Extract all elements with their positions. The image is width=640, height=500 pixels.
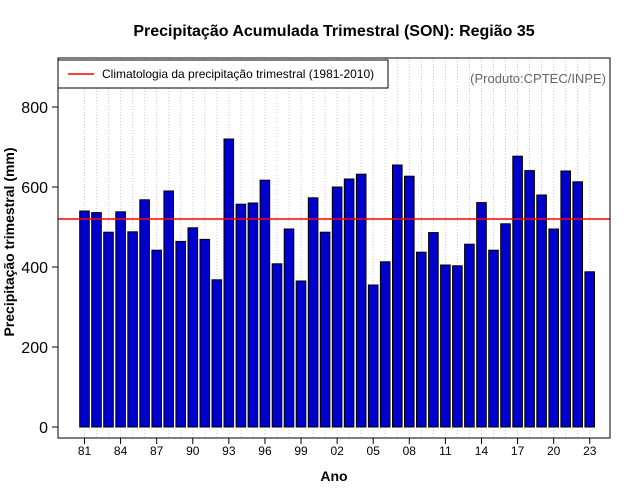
bar-2003 bbox=[343, 178, 355, 428]
bar-2010 bbox=[428, 232, 439, 428]
y-axis: 0 200 400 600 800 bbox=[21, 100, 58, 437]
bar-1989 bbox=[175, 240, 186, 428]
bar-2014 bbox=[476, 202, 487, 428]
y-tick-label: 600 bbox=[21, 180, 48, 197]
bar-1985 bbox=[127, 231, 138, 428]
bar-2017 bbox=[512, 155, 523, 428]
bar-2002 bbox=[331, 186, 343, 428]
x-tick-label: 96 bbox=[258, 444, 272, 458]
bar-1981 bbox=[79, 210, 90, 428]
bar-2011 bbox=[440, 264, 451, 428]
x-tick-label: 08 bbox=[403, 444, 417, 458]
y-tick-label: 400 bbox=[21, 260, 48, 277]
bar-2004 bbox=[355, 173, 367, 428]
x-axis-label: Ano bbox=[320, 468, 347, 484]
product-credit: (Produto:CPTEC/INPE) bbox=[470, 71, 606, 86]
bar-1994 bbox=[235, 203, 247, 428]
x-tick-label: 23 bbox=[583, 444, 597, 458]
legend: Climatologia da precipitação trimestral … bbox=[57, 59, 389, 89]
x-tick-label: 20 bbox=[547, 444, 561, 458]
y-tick-label: 800 bbox=[21, 100, 48, 117]
bar-2009 bbox=[416, 251, 427, 428]
x-tick-label: 17 bbox=[511, 444, 525, 458]
bar-1991 bbox=[199, 238, 211, 428]
bar-1988 bbox=[163, 190, 174, 428]
legend-label: Climatologia da precipitação trimestral … bbox=[102, 67, 374, 81]
bar-2007 bbox=[392, 164, 403, 428]
bar-1993 bbox=[223, 138, 235, 428]
x-tick-label: 90 bbox=[186, 444, 200, 458]
bar-1986 bbox=[139, 199, 150, 428]
bar-2012 bbox=[452, 265, 463, 428]
bar-1990 bbox=[187, 227, 199, 428]
x-tick-label: 84 bbox=[114, 444, 128, 458]
bar-2022 bbox=[572, 181, 584, 428]
chart-title: Precipitação Acumulada Trimestral (SON):… bbox=[133, 23, 534, 40]
bar-1995 bbox=[247, 202, 259, 428]
bar-2008 bbox=[404, 175, 415, 428]
bar-2020 bbox=[548, 228, 560, 428]
bar-1982 bbox=[91, 212, 102, 428]
bar-2019 bbox=[536, 194, 547, 428]
bars-group bbox=[79, 138, 596, 428]
x-tick-label: 87 bbox=[150, 444, 164, 458]
plot-frame bbox=[57, 57, 611, 439]
x-tick-label: 02 bbox=[330, 444, 344, 458]
bar-2001 bbox=[319, 231, 331, 428]
bar-1999 bbox=[295, 280, 307, 428]
bar-1987 bbox=[151, 249, 162, 428]
x-tick-label: 11 bbox=[439, 444, 452, 458]
bar-1983 bbox=[103, 231, 114, 428]
bar-1984 bbox=[115, 211, 126, 428]
bar-2018 bbox=[524, 170, 535, 428]
y-tick-label: 0 bbox=[39, 420, 48, 437]
x-tick-label: 81 bbox=[78, 444, 92, 458]
bar-2006 bbox=[379, 261, 391, 428]
bar-2021 bbox=[560, 170, 572, 428]
legend-box bbox=[57, 59, 389, 89]
x-tick-label: 14 bbox=[475, 444, 489, 458]
y-tick-label: 200 bbox=[21, 340, 48, 357]
bar-1998 bbox=[283, 228, 295, 428]
bar-2000 bbox=[307, 197, 319, 428]
bar-1992 bbox=[211, 279, 223, 428]
x-tick-label: 99 bbox=[294, 444, 308, 458]
bar-2015 bbox=[488, 249, 499, 428]
x-tick-label: 93 bbox=[222, 444, 236, 458]
x-axis: 81 84 87 90 93 96 99 02 05 08 11 14 17 20 23 bbox=[78, 438, 597, 458]
bar-2016 bbox=[500, 223, 511, 428]
bar-1996 bbox=[259, 179, 271, 428]
bar-2023 bbox=[584, 271, 596, 428]
y-axis-label: Precipitação trimestral (mm) bbox=[1, 147, 17, 336]
x-tick-label: 05 bbox=[367, 444, 381, 458]
bar-2005 bbox=[367, 284, 379, 428]
bar-2013 bbox=[464, 243, 475, 428]
bar-1997 bbox=[271, 263, 283, 428]
